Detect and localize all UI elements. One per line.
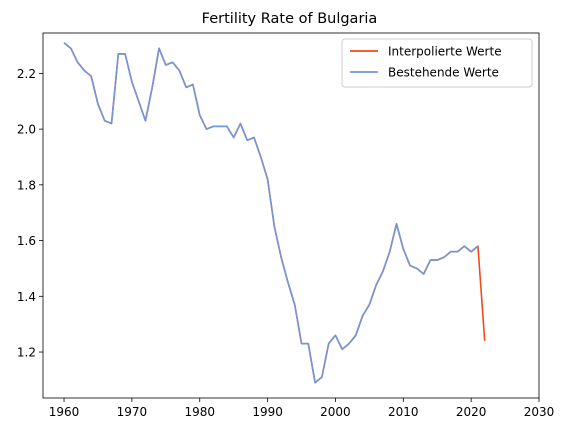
plot-frame	[42, 32, 540, 399]
y-tick-label: 1.8	[17, 178, 36, 192]
x-tick-label: 2020	[456, 405, 487, 419]
y-tick-label: 2.0	[17, 123, 36, 137]
x-tick-label: 1970	[117, 405, 148, 419]
y-tick-label: 1.2	[17, 346, 36, 360]
x-tick-label: 1990	[252, 405, 283, 419]
legend-box	[341, 38, 533, 88]
legend: Interpolierte Werte Bestehende Werte	[341, 38, 533, 88]
x-tick-label: 2000	[320, 405, 351, 419]
chart-title: Fertility Rate of Bulgaria	[202, 11, 378, 27]
y-tick-label: 1.4	[17, 290, 36, 304]
legend-label: Bestehende Werte	[388, 66, 499, 80]
x-tick-label: 1960	[49, 405, 80, 419]
x-tick-label: 1980	[184, 405, 215, 419]
legend-label: Interpolierte Werte	[388, 45, 502, 59]
series-line-existing	[63, 42, 479, 384]
y-tick-label: 1.6	[17, 234, 36, 248]
x-tick-label: 2030	[524, 405, 555, 419]
y-tick-label: 2.2	[17, 67, 36, 81]
axes: 1960 1970 1980 1990 2000 2010 2020 2030 1.2 1.4 1.…	[17, 32, 555, 419]
x-tick-label: 2010	[388, 405, 419, 419]
series-lines	[63, 42, 486, 384]
